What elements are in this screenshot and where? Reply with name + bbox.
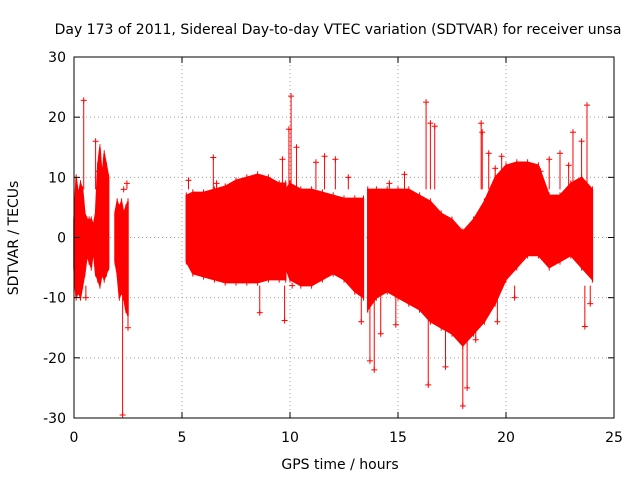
x-axis-label: GPS time / hours (281, 457, 398, 473)
data-point (256, 309, 263, 316)
data-point (492, 165, 499, 172)
data-point (92, 138, 99, 145)
data-point (279, 156, 286, 163)
data-point (578, 138, 585, 145)
data-point (498, 153, 505, 160)
data-point (581, 323, 588, 330)
data-point (293, 144, 300, 151)
data-point (392, 321, 399, 328)
data-point (281, 317, 288, 324)
plot-area (73, 93, 594, 418)
data-point (289, 282, 296, 289)
data-point (511, 294, 518, 301)
data-point (464, 384, 471, 391)
data-point (569, 129, 576, 136)
data-point (213, 180, 220, 187)
data-point (120, 186, 127, 193)
data-point (82, 294, 89, 301)
data-point (485, 150, 492, 157)
data-point (427, 120, 434, 127)
data-point (123, 180, 130, 187)
data-point (371, 366, 378, 373)
data-point (584, 102, 590, 109)
data-point (366, 357, 373, 364)
data-point (125, 324, 131, 331)
y-tick-label: 20 (48, 110, 66, 126)
x-tick-label: 20 (497, 430, 515, 446)
data-point (119, 411, 126, 418)
data-point (537, 168, 544, 175)
data-point (345, 174, 352, 181)
data-point (472, 336, 479, 343)
axes: 0 5 10 15 20 25 -30 -20 -10 0 10 20 30 (43, 50, 623, 446)
x-tick-label: 5 (178, 430, 187, 446)
data-point (288, 93, 295, 100)
data-point (546, 156, 553, 163)
data-point (565, 162, 572, 169)
data-point (425, 381, 432, 388)
data-point (401, 171, 408, 178)
x-tick-label: 25 (605, 430, 623, 446)
y-tick-label: -20 (43, 351, 66, 367)
data-point (332, 156, 339, 163)
data-point (442, 363, 449, 370)
data-point (210, 154, 217, 161)
data-point (431, 123, 438, 130)
data-point (423, 99, 430, 106)
x-tick-label: 15 (389, 430, 407, 446)
data-point (285, 126, 292, 133)
y-axis-label: SDTVAR / TECUs (6, 181, 22, 296)
data-point (358, 318, 365, 325)
y-tick-label: -30 (43, 411, 66, 427)
x-tick-label: 10 (281, 430, 299, 446)
data-point (321, 153, 328, 160)
data-point (451, 318, 458, 325)
data-point (557, 150, 563, 157)
data-band (367, 161, 594, 347)
y-tick-label: 30 (48, 50, 66, 66)
y-tick-label: 10 (48, 170, 66, 186)
y-tick-label: 0 (57, 231, 66, 247)
chart-title: Day 173 of 2011, Sidereal Day-to-day VTE… (55, 22, 622, 38)
data-point (459, 402, 466, 409)
data-point (80, 97, 87, 104)
data-point (494, 318, 501, 325)
data-point (587, 300, 594, 307)
data-point (312, 159, 319, 166)
y-tick-label: -10 (43, 291, 66, 307)
data-point (479, 129, 486, 136)
data-point (95, 168, 102, 175)
data-band (284, 182, 365, 300)
data-point (377, 330, 384, 337)
data-point (185, 177, 192, 184)
x-tick-label: 0 (70, 430, 79, 446)
data-point (386, 180, 393, 187)
data-point (478, 120, 485, 127)
